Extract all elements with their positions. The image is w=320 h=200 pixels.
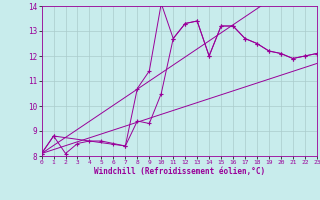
X-axis label: Windchill (Refroidissement éolien,°C): Windchill (Refroidissement éolien,°C) (94, 167, 265, 176)
